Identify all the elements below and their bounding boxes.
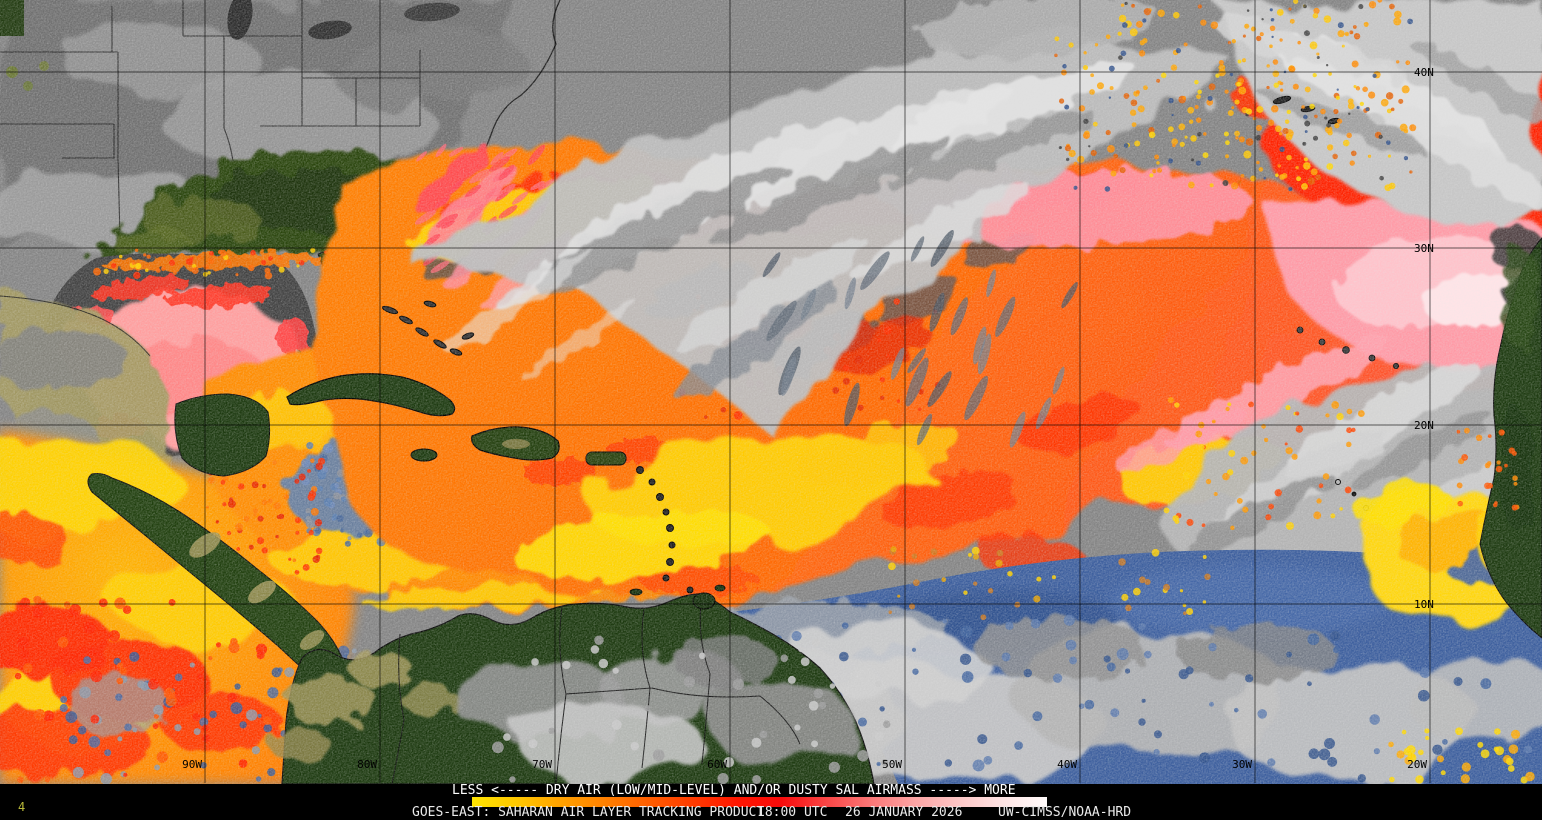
svg-text:70W: 70W — [532, 758, 552, 771]
svg-text:40W: 40W — [1057, 758, 1077, 771]
satellite-map: 40N 30N 20N 10N 90W 80W 70W 60W 50W 40W 30W 20W — [0, 0, 1542, 784]
svg-text:10N: 10N — [1414, 598, 1434, 611]
svg-text:60W: 60W — [707, 758, 727, 771]
svg-text:50W: 50W — [882, 758, 902, 771]
corner-mark: 4 — [18, 800, 26, 814]
svg-text:90W: 90W — [182, 758, 202, 771]
sal-satellite-image: 40N 30N 20N 10N 90W 80W 70W 60W 50W 40W 30W 20W — [0, 0, 1542, 784]
latlon-grid-labels: 40N 30N 20N 10N 90W 80W 70W 60W 50W 40W 30W 20W — [182, 66, 1434, 771]
product-credit: UW-CIMSS/NOAA-HRD — [998, 805, 1132, 820]
latlon-grid — [0, 0, 1542, 783]
colorbar-caption: LESS <----- DRY AIR (LOW/MID-LEVEL) AND/… — [452, 783, 1016, 798]
satellite-grain — [0, 0, 1542, 784]
svg-text:30W: 30W — [1232, 758, 1252, 771]
svg-text:20N: 20N — [1414, 419, 1434, 432]
product-date: 26 JANUARY 2026 — [845, 805, 963, 820]
svg-text:80W: 80W — [357, 758, 377, 771]
svg-text:30N: 30N — [1414, 242, 1434, 255]
product-time: 18:00 UTC — [757, 805, 828, 820]
product-info-line: GOES-EAST: SAHARAN AIR LAYER TRACKING PR… — [0, 806, 1542, 820]
svg-text:40N: 40N — [1414, 66, 1434, 79]
dust-colorbar — [472, 797, 1047, 807]
legend-bar: LESS <----- DRY AIR (LOW/MID-LEVEL) AND/… — [0, 784, 1542, 820]
svg-text:20W: 20W — [1407, 758, 1427, 771]
product-title: GOES-EAST: SAHARAN AIR LAYER TRACKING PR… — [412, 805, 765, 820]
